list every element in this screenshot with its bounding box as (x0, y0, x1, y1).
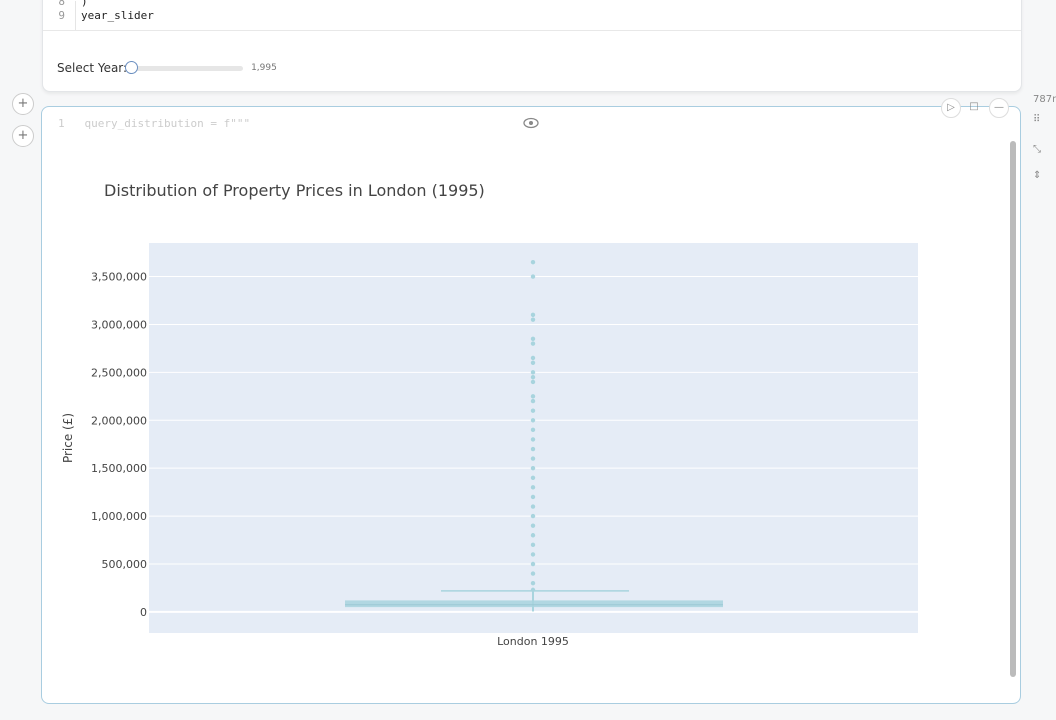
box-plot: 0 500,000 1,000,000 1,500,000 2,000,000 2,500… (61, 181, 918, 648)
outlier-point (530, 580, 536, 586)
outlier-point (530, 513, 536, 519)
outlier-point (530, 360, 536, 365)
outlier-point (530, 446, 536, 452)
y-tick-label: 0 (140, 606, 147, 619)
outlier-point (530, 504, 536, 509)
line-number: 8 (58, 0, 65, 8)
year-slider[interactable] (125, 60, 244, 74)
square-icon: □ (969, 101, 979, 112)
outlier-point (530, 494, 536, 500)
plus-icon: + (17, 96, 29, 111)
outlier-point (530, 274, 536, 279)
outlier-point (530, 370, 536, 375)
add-cell-button[interactable]: + (12, 93, 34, 115)
y-tick-label: 3,500,000 (91, 271, 147, 284)
collapse-button[interactable]: — (989, 98, 1009, 118)
outlier-point (530, 336, 536, 342)
outlier-point (530, 475, 536, 480)
outlier-point (530, 542, 536, 548)
outlier-point (530, 312, 536, 318)
outlier-point (530, 398, 536, 404)
drag-handle-icon[interactable]: ⠿ (1033, 114, 1041, 125)
y-tick-label: 2,000,000 (91, 414, 147, 427)
play-icon: ▷ (947, 102, 955, 113)
outlier-point (530, 533, 536, 538)
line-number: 9 (58, 9, 65, 22)
y-tick-label: 2,500,000 (91, 366, 147, 379)
code-line: query_distribution = f""" (84, 117, 251, 130)
chevron-updown-icon[interactable]: ⇕ (1033, 170, 1042, 181)
code-editor[interactable]: 8 ) 9 year_slider (43, 0, 1021, 31)
eye-icon[interactable] (522, 117, 540, 129)
y-tick-label: 500,000 (102, 558, 148, 571)
box (345, 600, 723, 608)
stop-button[interactable]: □ (965, 98, 983, 116)
line-number: 1 (58, 117, 65, 130)
slider-label: Select Year: (57, 61, 128, 75)
outlier-point (530, 355, 536, 361)
outlier-point (530, 552, 536, 557)
plus-icon: + (17, 128, 29, 143)
chart-title: Distribution of Property Prices in Londo… (104, 181, 485, 200)
chart-cell: 1 query_distribution = f""" ▷ □ — 0 500,0… (41, 98, 1021, 704)
slider-thumb[interactable] (125, 60, 139, 74)
outlier-point (530, 408, 536, 413)
outlier-point (530, 379, 536, 385)
outlier-point (530, 374, 536, 380)
outlier-point (530, 456, 536, 461)
slider-cell: 8 ) 9 year_slider Select Year: 1,995 (42, 0, 1022, 92)
outlier-point (530, 317, 536, 322)
outlier-point (530, 587, 536, 593)
outlier-point (530, 341, 536, 346)
year-slider-row: Select Year: 1,995 (57, 60, 277, 75)
outlier-point (530, 437, 536, 442)
outlier-point (530, 259, 536, 265)
outlier-point (530, 427, 536, 433)
outlier-point (530, 485, 536, 490)
add-cell-button[interactable]: + (12, 125, 34, 147)
minus-icon: — (994, 102, 1004, 113)
y-axis-title: Price (£) (61, 413, 75, 463)
outlier-point (530, 465, 536, 471)
code-line: year_slider (81, 9, 154, 22)
outlier-point (530, 523, 536, 528)
gutter (75, 1, 76, 30)
outlier-point (530, 394, 536, 399)
x-tick-label: London 1995 (497, 635, 569, 648)
outlier-point (530, 418, 536, 423)
runtime-label: 787m (1033, 94, 1056, 105)
scrollbar[interactable] (1010, 141, 1016, 677)
code-line: ) (81, 0, 88, 8)
code-editor[interactable]: 1 query_distribution = f""" (58, 117, 250, 130)
y-tick-label: 3,000,000 (91, 318, 147, 331)
outlier-point (530, 571, 536, 576)
slider-value: 1,995 (251, 63, 277, 73)
run-button[interactable]: ▷ (941, 98, 961, 118)
outlier-point (530, 561, 536, 567)
y-tick-label: 1,000,000 (91, 510, 147, 523)
y-tick-label: 1,500,000 (91, 462, 147, 475)
expand-icon[interactable]: ⤡ (1033, 144, 1041, 155)
